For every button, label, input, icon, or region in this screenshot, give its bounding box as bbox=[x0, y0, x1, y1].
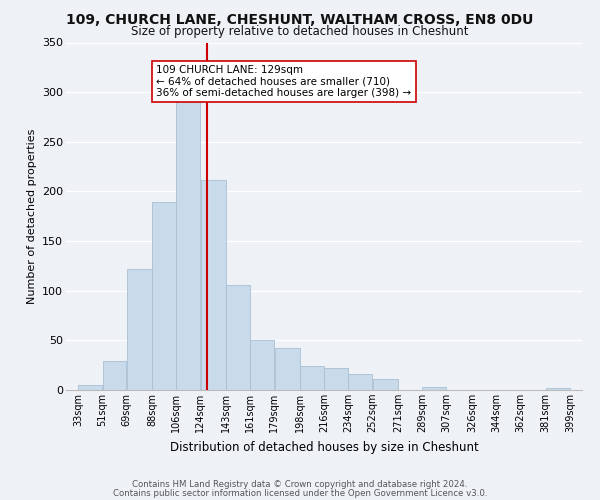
Bar bbox=[250, 340, 274, 390]
Text: Contains HM Land Registry data © Crown copyright and database right 2024.: Contains HM Land Registry data © Crown c… bbox=[132, 480, 468, 489]
Bar bbox=[152, 202, 176, 390]
Y-axis label: Number of detached properties: Number of detached properties bbox=[26, 128, 37, 304]
Bar bbox=[103, 361, 126, 390]
Bar bbox=[127, 269, 152, 390]
Bar bbox=[226, 285, 250, 390]
Text: Size of property relative to detached houses in Cheshunt: Size of property relative to detached ho… bbox=[131, 25, 469, 38]
X-axis label: Distribution of detached houses by size in Cheshunt: Distribution of detached houses by size … bbox=[170, 440, 478, 454]
Bar bbox=[324, 368, 348, 390]
Bar bbox=[300, 366, 324, 390]
Bar bbox=[200, 180, 226, 390]
Text: Contains public sector information licensed under the Open Government Licence v3: Contains public sector information licen… bbox=[113, 488, 487, 498]
Bar bbox=[176, 98, 200, 390]
Bar bbox=[79, 385, 102, 390]
Text: 109, CHURCH LANE, CHESHUNT, WALTHAM CROSS, EN8 0DU: 109, CHURCH LANE, CHESHUNT, WALTHAM CROS… bbox=[67, 12, 533, 26]
Bar bbox=[349, 374, 372, 390]
Bar bbox=[422, 387, 446, 390]
Text: 109 CHURCH LANE: 129sqm
← 64% of detached houses are smaller (710)
36% of semi-d: 109 CHURCH LANE: 129sqm ← 64% of detache… bbox=[156, 65, 412, 98]
Bar bbox=[373, 379, 398, 390]
Bar bbox=[275, 348, 299, 390]
Bar bbox=[546, 388, 569, 390]
